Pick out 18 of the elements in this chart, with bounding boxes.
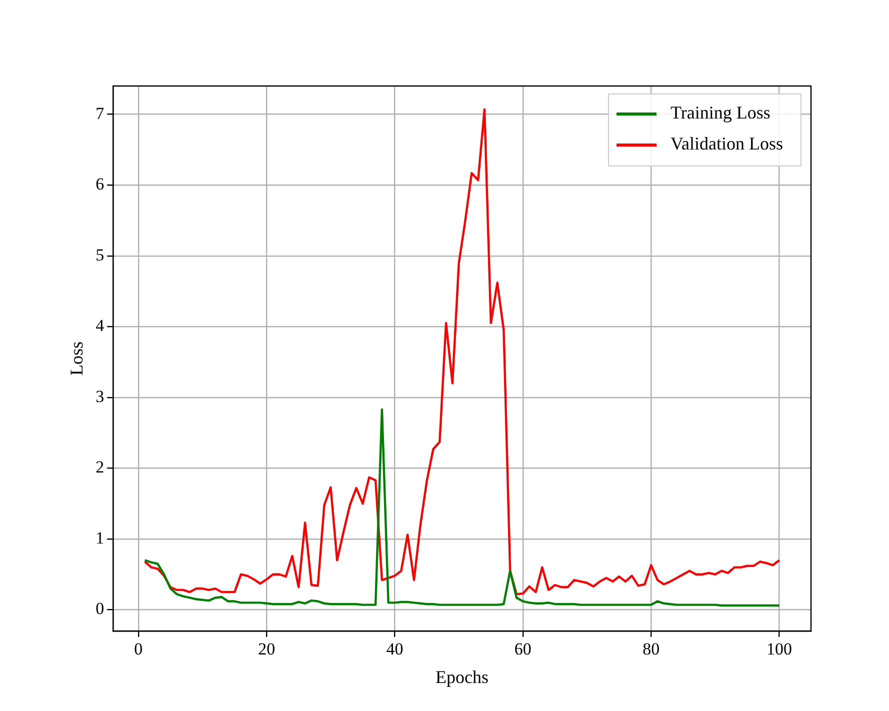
y-tick-label: 6 [96, 174, 104, 194]
y-axis-title: Loss [66, 341, 87, 376]
x-tick-label: 40 [386, 640, 404, 659]
y-tick-label: 5 [96, 245, 104, 264]
x-tick-label: 80 [642, 640, 660, 659]
legend-label: Training Loss [670, 102, 770, 123]
legend-label: Validation Loss [670, 134, 784, 154]
y-tick-label: 1 [96, 528, 104, 548]
y-tick-label: 7 [96, 104, 105, 123]
y-tick-label: 2 [96, 458, 104, 477]
x-axis-title: Epochs [436, 666, 489, 687]
x-tick-label: 20 [258, 640, 276, 659]
x-tick-label: 0 [134, 640, 143, 659]
x-tick-label: 100 [766, 640, 792, 659]
x-tick-label: 60 [514, 640, 532, 659]
y-tick-label: 0 [96, 599, 104, 618]
y-tick-label: 3 [96, 386, 104, 406]
y-tick-label: 4 [96, 316, 105, 336]
